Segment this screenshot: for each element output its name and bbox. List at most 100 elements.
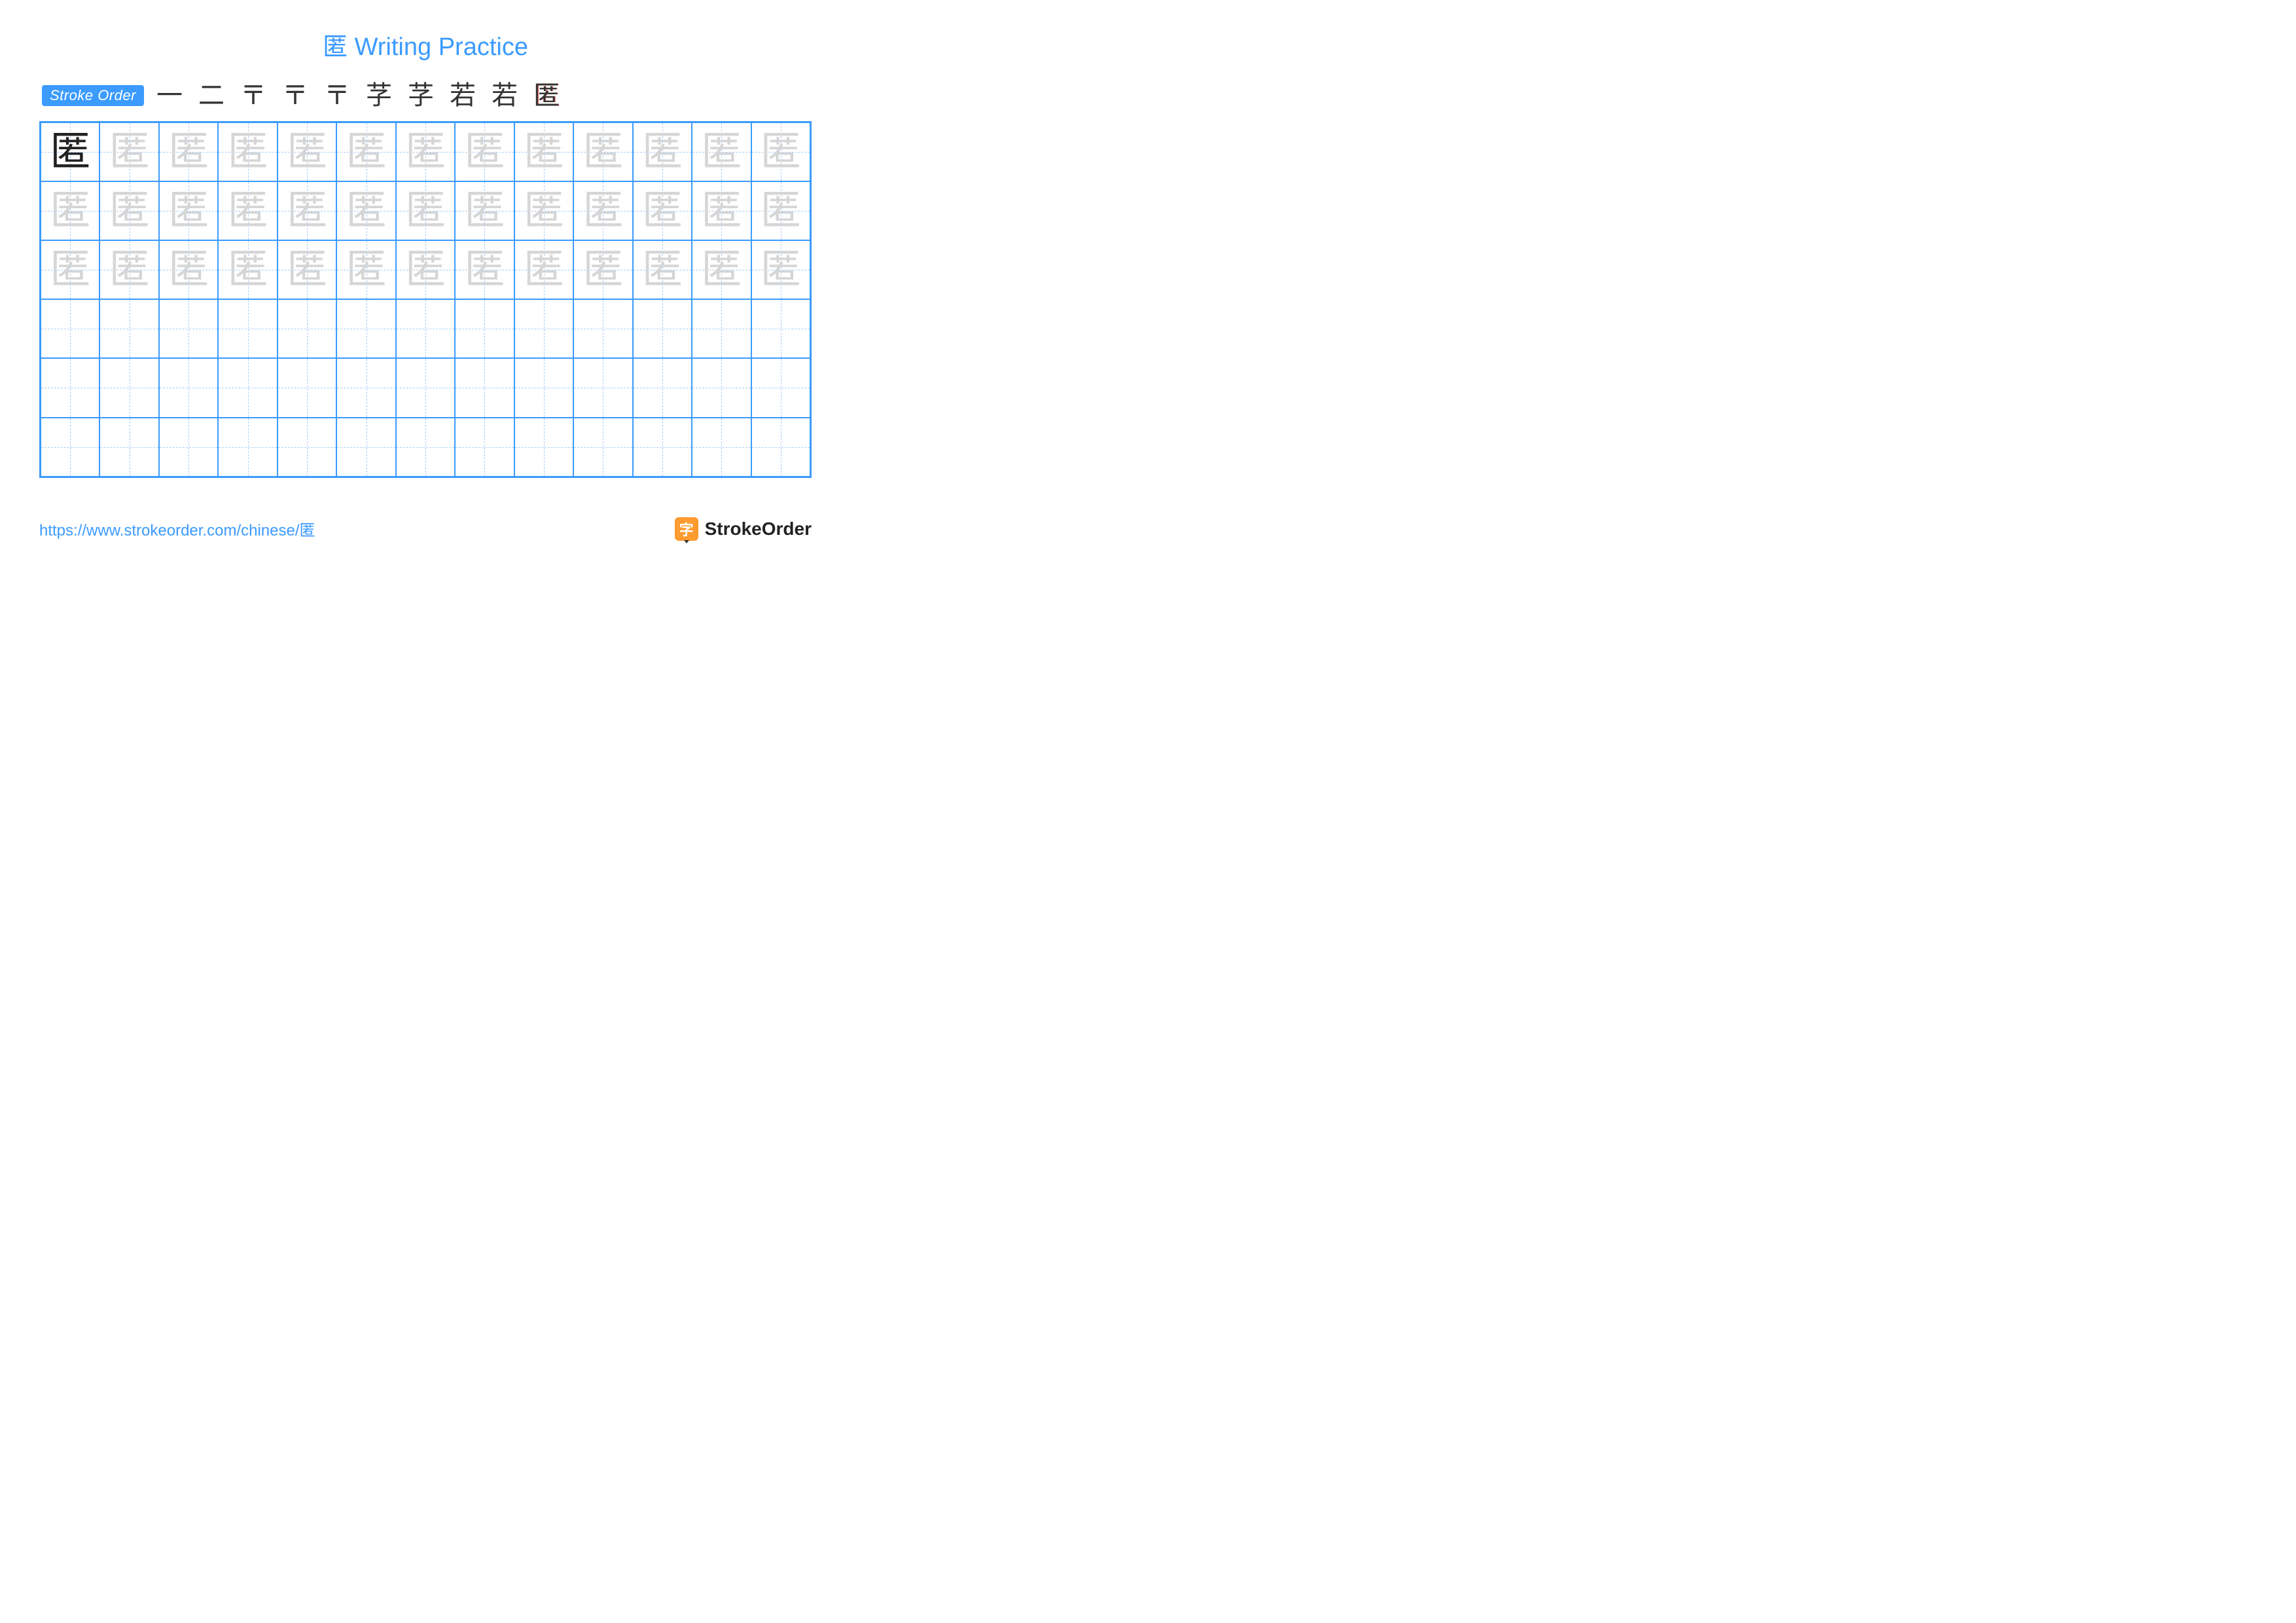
title-suffix: Writing Practice [355, 33, 528, 61]
grid-character: 匿 [761, 132, 801, 172]
grid-character: 匿 [346, 132, 387, 172]
grid-cell [278, 299, 336, 358]
grid-cell: 匿 [573, 122, 632, 181]
grid-cell: 匿 [573, 181, 632, 240]
grid-cell: 匿 [514, 181, 573, 240]
stroke-step: 一 [156, 82, 183, 109]
grid-cell [573, 358, 632, 417]
grid-character: 匿 [405, 249, 446, 290]
grid-character: 匿 [50, 249, 90, 290]
grid-cell [336, 299, 395, 358]
grid-cell: 匿 [159, 240, 218, 299]
grid-character: 匿 [642, 249, 683, 290]
grid-cell [336, 418, 395, 477]
grid-cell [692, 299, 751, 358]
grid-cell [514, 418, 573, 477]
grid-cell: 匿 [336, 122, 395, 181]
grid-cell: 匿 [41, 240, 99, 299]
grid-character: 匿 [583, 249, 623, 290]
grid-character: 匿 [228, 191, 268, 231]
grid-cell: 匿 [218, 122, 277, 181]
grid-character: 匿 [464, 249, 505, 290]
grid-character: 匿 [524, 249, 564, 290]
grid-cell [751, 358, 810, 417]
grid-cell [573, 299, 632, 358]
grid-character: 匿 [642, 132, 683, 172]
grid-character: 匿 [228, 249, 268, 290]
source-url: https://www.strokeorder.com/chinese/匿 [39, 517, 315, 540]
grid-cell: 匿 [278, 240, 336, 299]
grid-character: 匿 [50, 191, 90, 231]
grid-cell: 匿 [159, 122, 218, 181]
stroke-order-badge: Stroke Order [42, 85, 144, 106]
grid-cell: 匿 [218, 181, 277, 240]
brand-icon: 字 [675, 517, 698, 541]
grid-cell: 匿 [633, 240, 692, 299]
grid-cell: 匿 [514, 122, 573, 181]
grid-cell: 匿 [455, 181, 514, 240]
grid-cell [41, 299, 99, 358]
stroke-step: 芓 [407, 82, 435, 109]
grid-cell: 匿 [159, 181, 218, 240]
grid-cell: 匿 [633, 181, 692, 240]
grid-cell: 匿 [336, 240, 395, 299]
grid-cell: 匿 [396, 240, 455, 299]
footer: https://www.strokeorder.com/chinese/匿 字 … [39, 517, 812, 541]
stroke-step: 匿 [533, 82, 560, 109]
grid-character: 匿 [287, 132, 327, 172]
grid-character: 匿 [761, 191, 801, 231]
grid-cell [633, 299, 692, 358]
grid-cell [278, 418, 336, 477]
grid-cell: 匿 [751, 181, 810, 240]
grid-character: 匿 [346, 191, 387, 231]
grid-cell: 匿 [455, 240, 514, 299]
grid-cell: 匿 [99, 122, 158, 181]
grid-cell [278, 358, 336, 417]
grid-character: 匿 [464, 191, 505, 231]
grid-character: 匿 [346, 249, 387, 290]
stroke-step: 〒 [323, 82, 351, 109]
stroke-step: 若 [491, 82, 518, 109]
grid-cell [218, 418, 277, 477]
grid-cell: 匿 [218, 240, 277, 299]
grid-character: 匿 [583, 132, 623, 172]
grid-cell: 匿 [396, 122, 455, 181]
brand: 字 StrokeOrder [675, 517, 812, 541]
grid-cell [514, 299, 573, 358]
grid-character: 匿 [642, 191, 683, 231]
stroke-step: 若 [449, 82, 476, 109]
stroke-step: 二 [198, 82, 225, 109]
grid-cell [396, 299, 455, 358]
grid-cell: 匿 [751, 240, 810, 299]
page-title: 匿 Writing Practice [39, 26, 812, 62]
grid-cell [514, 358, 573, 417]
grid-cell: 匿 [573, 240, 632, 299]
grid-character: 匿 [405, 132, 446, 172]
grid-cell [336, 358, 395, 417]
grid-cell [455, 418, 514, 477]
stroke-step: 〒 [281, 82, 309, 109]
grid-character: 匿 [109, 191, 150, 231]
grid-character: 匿 [109, 132, 150, 172]
stroke-step: 芓 [365, 82, 393, 109]
grid-cell: 匿 [514, 240, 573, 299]
grid-character: 匿 [524, 132, 564, 172]
grid-cell: 匿 [633, 122, 692, 181]
grid-cell [218, 299, 277, 358]
grid-cell: 匿 [455, 122, 514, 181]
grid-cell: 匿 [692, 122, 751, 181]
grid-cell [99, 358, 158, 417]
grid-character: 匿 [701, 191, 742, 231]
grid-character: 匿 [701, 249, 742, 290]
grid-cell [455, 299, 514, 358]
practice-grid: 匿匿匿匿匿匿匿匿匿匿匿匿匿匿匿匿匿匿匿匿匿匿匿匿匿匿匿匿匿匿匿匿匿匿匿匿匿匿匿 [39, 121, 812, 478]
grid-character: 匿 [168, 191, 209, 231]
grid-cell [633, 418, 692, 477]
grid-character: 匿 [168, 132, 209, 172]
stroke-order-row: Stroke Order 一二〒〒〒芓芓若若匿 [39, 82, 812, 109]
stroke-order-steps: 一二〒〒〒芓芓若若匿 [156, 82, 560, 109]
grid-cell: 匿 [41, 181, 99, 240]
grid-cell [99, 418, 158, 477]
grid-character: 匿 [109, 249, 150, 290]
grid-character: 匿 [228, 132, 268, 172]
